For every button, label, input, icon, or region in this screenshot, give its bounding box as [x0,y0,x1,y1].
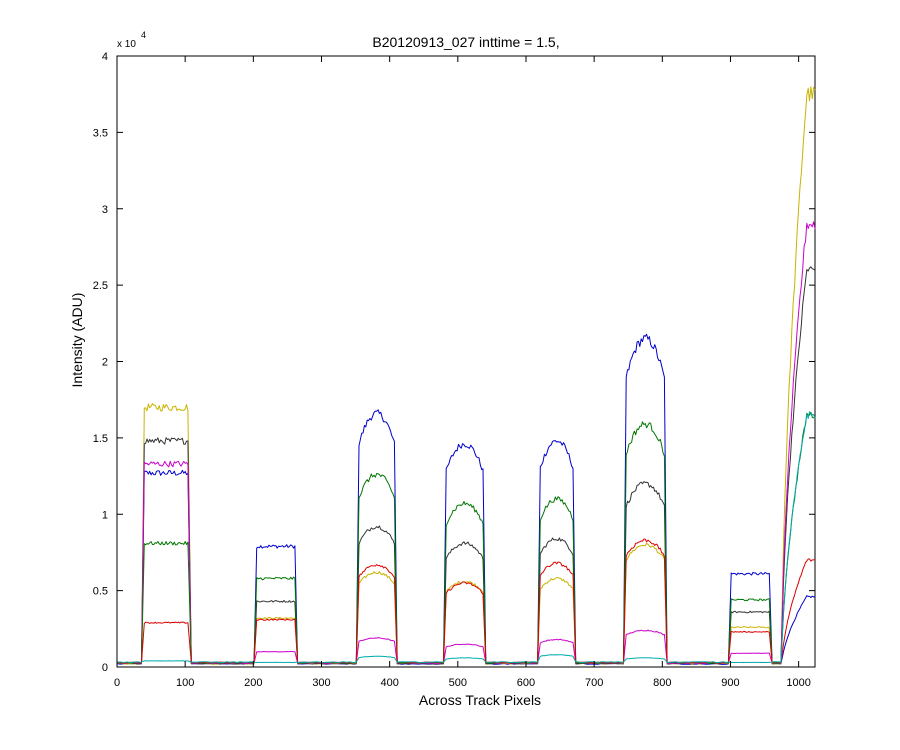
x-tick-label: 1000 [786,677,810,689]
y-tick-label: 0 [102,662,108,674]
x-tick-label: 700 [585,677,603,689]
y-axis-label: Intensity (ADU) [69,293,85,388]
x-tick-label: 900 [721,677,739,689]
series-line-4 [116,221,816,664]
series-layer [116,86,816,665]
y-tick-label: 3.5 [93,127,108,139]
x-tick-label: 0 [114,677,120,689]
x-tick-label: 800 [653,677,671,689]
y-exponent-power: 4 [141,30,146,40]
x-tick-label: 600 [517,677,535,689]
series-line-7 [116,411,816,664]
x-axis-label: Across Track Pixels [419,692,541,708]
plot-area [116,55,816,668]
y-tick-label: 4 [102,51,108,63]
x-tick-label: 200 [244,677,262,689]
x-tick-label: 500 [449,677,467,689]
y-tick-label: 1 [102,509,108,521]
y-tick-label: 0.5 [93,586,108,598]
chart-title: B20120913_027 inttime = 1.5, [372,34,559,50]
x-tick-label: 100 [176,677,194,689]
y-tick-label: 2.5 [93,280,108,292]
y-tick-label: 1.5 [93,433,108,445]
x-tick-label: 300 [312,677,330,689]
y-tick-label: 3 [102,204,108,216]
x-tick-label: 400 [380,677,398,689]
y-tick-label: 2 [102,357,108,369]
tick-layer: 0 100 200 300 400 500 600 700 800 900 1000 0 0.5 1 1.5… [93,51,815,689]
y-exponent-base: x 10 [117,39,136,50]
